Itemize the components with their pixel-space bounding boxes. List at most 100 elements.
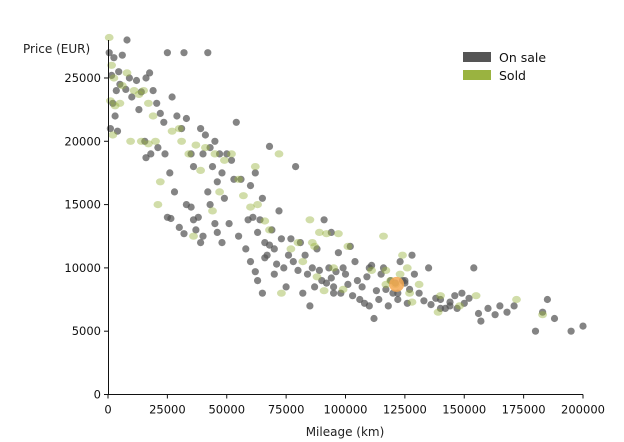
point-on-sale-118 — [332, 268, 340, 276]
point-on-sale-137 — [377, 270, 385, 278]
point-on-sale-26 — [154, 144, 162, 152]
point-on-sale-102 — [294, 266, 302, 274]
point-sold-13 — [148, 112, 158, 120]
point-on-sale-101 — [292, 163, 300, 171]
point-on-sale-57 — [170, 188, 179, 196]
point-on-sale-157 — [436, 295, 445, 304]
point-on-sale-103 — [296, 239, 304, 247]
point-sold-49 — [322, 230, 331, 238]
point-on-sale-114 — [322, 279, 331, 287]
point-on-sale-162 — [458, 289, 466, 297]
point-on-sale-108 — [308, 264, 316, 272]
point-sold-18 — [155, 178, 165, 186]
point-on-sale-93 — [261, 254, 269, 262]
point-sold-40 — [274, 150, 284, 158]
point-on-sale-80 — [258, 194, 266, 202]
point-on-sale-25 — [142, 154, 150, 162]
point-on-sale-140 — [384, 302, 392, 310]
point-sold-61 — [402, 264, 412, 272]
point-on-sale-107 — [306, 302, 314, 310]
point-on-sale-27 — [160, 118, 168, 126]
point-sold-16 — [144, 140, 153, 148]
point-on-sale-44 — [213, 178, 221, 186]
point-on-sale-72 — [180, 230, 188, 238]
point-sold-37 — [253, 201, 262, 209]
point-sold-34 — [239, 192, 248, 200]
point-on-sale-21 — [156, 109, 164, 117]
point-sold-73 — [381, 280, 391, 288]
point-on-sale-85 — [270, 245, 278, 253]
x-tick-label-4: 100000 — [324, 403, 368, 417]
point-on-sale-124 — [346, 242, 354, 250]
point-on-sale-47 — [232, 118, 240, 126]
point-on-sale-36 — [201, 131, 209, 139]
point-on-sale-50 — [225, 220, 233, 228]
point-on-sale-40 — [216, 150, 224, 158]
point-on-sale-94 — [265, 241, 274, 249]
y-tick-label-4: 20000 — [64, 134, 101, 148]
point-on-sale-139 — [382, 285, 390, 293]
point-on-sale-46 — [227, 156, 236, 164]
point-sold-12 — [144, 99, 153, 107]
point-sold-56 — [381, 266, 391, 274]
point-on-sale-71 — [175, 223, 183, 231]
point-on-sale-67 — [213, 228, 221, 236]
point-on-sale-185 — [446, 302, 454, 310]
point-sold-9 — [129, 87, 139, 95]
point-sold-66 — [436, 292, 445, 300]
point-sold-2 — [109, 74, 119, 82]
x-tick-label-8: 200000 — [561, 403, 605, 417]
point-on-sale-41 — [218, 169, 226, 177]
point-on-sale-2 — [110, 54, 118, 62]
point-on-sale-172 — [510, 302, 518, 310]
point-on-sale-148 — [403, 299, 411, 307]
point-sold-22 — [177, 137, 187, 145]
point-on-sale-116 — [327, 228, 335, 236]
point-on-sale-90 — [251, 268, 259, 276]
point-on-sale-56 — [166, 169, 174, 177]
point-sold-46 — [310, 242, 319, 250]
point-on-sale-31 — [182, 114, 190, 123]
x-ticks: 0 25000 50000 75000 100000 125000 150000 175000… — [104, 394, 605, 417]
point-on-sale-169 — [491, 311, 499, 319]
point-sold-24 — [189, 232, 198, 240]
point-on-sale-91 — [254, 277, 262, 285]
point-on-sale-70 — [167, 214, 175, 223]
point-sold-1 — [107, 61, 116, 69]
point-on-sale-136 — [375, 295, 383, 304]
point-on-sale-20 — [153, 99, 161, 107]
axes — [108, 40, 583, 395]
point-on-sale-131 — [363, 273, 371, 281]
point-sold-71 — [277, 289, 286, 297]
point-on-sale-43 — [208, 163, 217, 171]
point-on-sale-117 — [330, 283, 338, 291]
point-on-sale-16 — [137, 88, 145, 96]
point-on-sale-86 — [273, 260, 281, 268]
point-on-sale-29 — [173, 112, 181, 120]
point-on-sale-74 — [197, 239, 205, 247]
point-on-sale-1 — [108, 71, 116, 79]
point-on-sale-18 — [146, 69, 154, 77]
point-on-sale-38 — [206, 144, 214, 152]
point-on-sale-166 — [474, 309, 483, 318]
point-on-sale-39 — [211, 137, 219, 145]
point-sold-30 — [215, 188, 225, 196]
point-on-sale-63 — [199, 232, 207, 240]
point-on-sale-105 — [301, 251, 309, 259]
point-on-sale-129 — [358, 283, 366, 291]
point-sold-20 — [167, 127, 177, 135]
point-sold-63 — [407, 298, 417, 306]
point-on-sale-180 — [330, 289, 338, 297]
point-on-sale-30 — [178, 125, 186, 133]
point-sold-25 — [191, 141, 201, 149]
x-tick-label-3: 75000 — [268, 403, 305, 417]
point-on-sale-34 — [197, 125, 205, 133]
point-on-sale-13 — [113, 127, 122, 135]
point-on-sale-33 — [189, 163, 198, 171]
point-sold-72 — [319, 287, 329, 295]
point-on-sale-75 — [246, 182, 255, 190]
points-layer — [104, 33, 587, 335]
point-on-sale-28 — [163, 49, 171, 57]
point-on-sale-164 — [465, 294, 473, 302]
point-sold-11 — [139, 87, 149, 95]
